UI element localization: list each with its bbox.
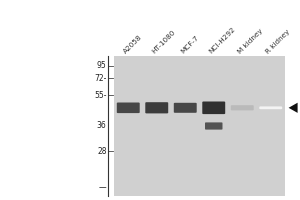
FancyBboxPatch shape — [117, 103, 140, 113]
Text: R kidney: R kidney — [265, 29, 291, 55]
Text: M kidney: M kidney — [236, 28, 264, 55]
Text: 36: 36 — [97, 121, 106, 130]
FancyBboxPatch shape — [205, 122, 223, 130]
Text: NCI-H292: NCI-H292 — [208, 26, 237, 55]
Text: 55-: 55- — [94, 91, 106, 100]
Text: MCF-7: MCF-7 — [179, 35, 200, 55]
FancyBboxPatch shape — [202, 102, 225, 114]
Bar — [114, 56, 285, 196]
Text: 28: 28 — [97, 147, 106, 156]
Text: 72-: 72- — [94, 74, 106, 83]
Text: 95: 95 — [97, 61, 106, 70]
Text: —: — — [99, 183, 106, 192]
FancyBboxPatch shape — [145, 102, 168, 113]
FancyBboxPatch shape — [231, 105, 254, 110]
FancyBboxPatch shape — [174, 103, 197, 113]
FancyBboxPatch shape — [259, 106, 282, 109]
Text: A2058: A2058 — [122, 34, 143, 55]
Text: HT-1080: HT-1080 — [151, 29, 177, 55]
Polygon shape — [289, 103, 298, 113]
